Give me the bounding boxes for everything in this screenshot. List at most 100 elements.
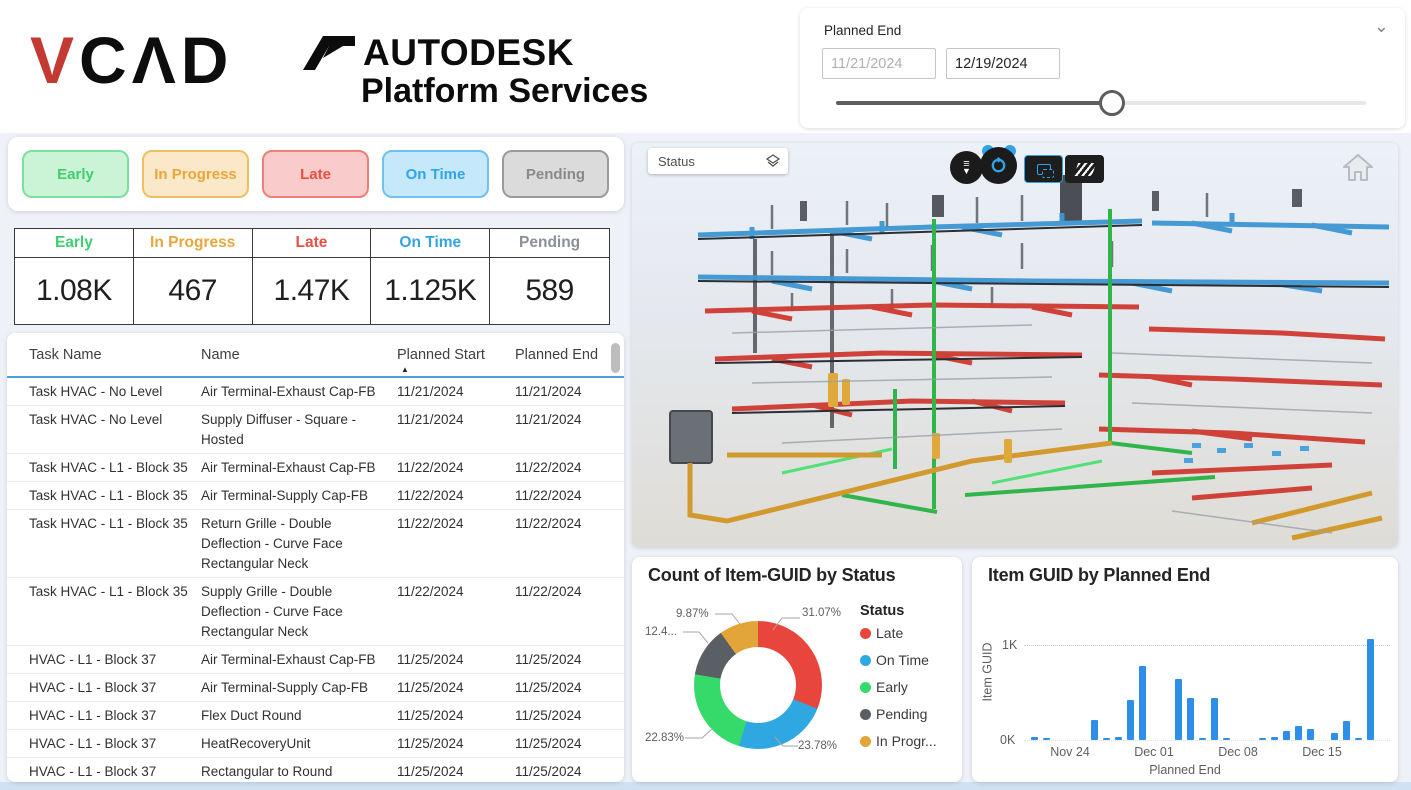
legend-item-late[interactable]: Late	[860, 625, 937, 641]
table-row[interactable]: Task HVAC - L1 - Block 35 Supply Grille -…	[7, 578, 624, 646]
status-filter-late[interactable]: Late	[262, 150, 369, 198]
cell-name: Flex Duct Round	[201, 708, 302, 723]
slider-handle[interactable]	[1098, 90, 1125, 116]
table-row[interactable]: Task HVAC - No Level Air Terminal-Exhaust…	[7, 378, 624, 406]
status-filter-in-progress[interactable]: In Progress	[142, 150, 249, 198]
cell-name: Air Terminal-Exhaust Cap-FB	[201, 460, 376, 475]
bar-nov-22[interactable]	[1042, 738, 1050, 740]
summary-value-early[interactable]: 1.08K	[15, 258, 134, 324]
sort-ascending-icon: ▲	[401, 365, 409, 374]
bar-chart-title: Item GUID by Planned End	[988, 565, 1211, 585]
cell-planned-end: 11/25/2024	[515, 652, 582, 667]
table-row[interactable]: Task HVAC - L1 - Block 35 Air Terminal-Su…	[7, 482, 624, 510]
layers-icon	[766, 154, 780, 167]
table-scrollbar[interactable]	[611, 341, 621, 775]
summary-header-pending: Pending	[490, 229, 609, 258]
bar-dec-12[interactable]	[1282, 731, 1290, 740]
bar-dec-06[interactable]	[1210, 698, 1218, 740]
bar-dec-16[interactable]	[1330, 733, 1338, 740]
bar-nov-21[interactable]	[1030, 737, 1038, 740]
bar-dec-19[interactable]	[1366, 639, 1374, 740]
legend-item-early[interactable]: Early	[860, 679, 937, 695]
table-scrollbar-thumb[interactable]	[611, 343, 620, 373]
cell-planned-end: 11/21/2024	[515, 384, 582, 399]
focus-button[interactable]	[980, 147, 1017, 184]
table-row[interactable]: HVAC - L1 - Block 37 Rectangular to Round…	[7, 758, 624, 782]
bar-dec-17[interactable]	[1342, 721, 1350, 740]
legend-label: Late	[876, 625, 904, 641]
cell-planned-start: 11/25/2024	[397, 652, 464, 667]
cell-planned-end: 11/22/2024	[515, 516, 582, 531]
bar-dec-18[interactable]	[1354, 738, 1362, 740]
column-header-planned-end[interactable]: Planned End	[515, 347, 599, 363]
bar-nov-26[interactable]	[1090, 720, 1098, 740]
table-row[interactable]: HVAC - L1 - Block 37 Flex Duct Round 11/25…	[7, 702, 624, 730]
column-header-planned-start[interactable]: Planned Start ▲	[397, 343, 515, 374]
levels-icon: ≡	[963, 158, 970, 170]
cell-name: Supply Grille - Double Deflection - Curv…	[201, 584, 343, 639]
column-header-name[interactable]: Name	[201, 347, 240, 363]
summary-header-late: Late	[252, 229, 372, 258]
table-row[interactable]: Task HVAC - L1 - Block 35 Return Grille -…	[7, 510, 624, 578]
bar-dec-05[interactable]	[1198, 738, 1206, 740]
donut-chart-card: Count of Item-GUID by Status 31.07% 23.7…	[632, 557, 962, 782]
table-row[interactable]: HVAC - L1 - Block 37 HeatRecoveryUnit 11/2…	[7, 730, 624, 758]
bar-nov-27[interactable]	[1102, 738, 1110, 740]
legend-item-on-time[interactable]: On Time	[860, 652, 937, 668]
x-axis-label: Planned End	[1149, 763, 1221, 777]
cell-planned-start: 11/22/2024	[397, 516, 464, 531]
transparency-button[interactable]	[1065, 155, 1104, 183]
cell-task-name: HVAC - L1 - Block 37	[29, 708, 157, 723]
home-view-button[interactable]	[1342, 153, 1374, 187]
legend-item-in-progress[interactable]: In Progr...	[860, 733, 937, 749]
start-date-input[interactable]	[822, 48, 936, 79]
date-range-slider[interactable]	[836, 90, 1366, 116]
chevron-down-icon[interactable]: ⌄	[1373, 16, 1389, 36]
bar-dec-14[interactable]	[1306, 729, 1314, 740]
summary-value-in-progress[interactable]: 467	[134, 258, 253, 324]
x-tick-nov-24: Nov 24	[1050, 745, 1090, 759]
legend-item-pending[interactable]: Pending	[860, 706, 937, 722]
levels-button[interactable]: ≡ ▼	[950, 151, 983, 184]
bar-dec-10[interactable]	[1258, 738, 1266, 740]
status-filter-early[interactable]: Early	[22, 150, 129, 198]
legend-label: On Time	[876, 652, 929, 668]
cell-name: Air Terminal-Supply Cap-FB	[201, 680, 369, 695]
bar-nov-28[interactable]	[1114, 737, 1122, 740]
summary-value-late[interactable]: 1.47K	[253, 258, 372, 324]
bar-nov-30[interactable]	[1138, 666, 1146, 740]
cell-planned-start: 11/21/2024	[397, 412, 464, 427]
table-row[interactable]: Task HVAC - No Level Supply Diffuser - Sq…	[7, 406, 624, 454]
cell-name: Air Terminal-Exhaust Cap-FB	[201, 384, 376, 399]
column-header-task-name[interactable]: Task Name	[29, 347, 102, 363]
bar-dec-04[interactable]	[1186, 698, 1194, 740]
summary-value-pending[interactable]: 589	[525, 274, 574, 307]
cell-task-name: Task HVAC - L1 - Block 35	[29, 516, 188, 531]
status-filter-pending[interactable]: Pending	[502, 150, 609, 198]
summary-value-on-time[interactable]: 1.125K	[371, 258, 491, 324]
status-dropdown[interactable]: Status	[648, 148, 788, 174]
ghost-hidden-button[interactable]	[1024, 155, 1063, 183]
3d-mep-model[interactable]	[632, 143, 1398, 547]
legend-label: Pending	[876, 706, 928, 722]
planned-end-slicer-card: Planned End ⌄	[800, 8, 1405, 128]
caret-down-icon: ▼	[962, 166, 971, 176]
status-filter-on-time[interactable]: On Time	[382, 150, 489, 198]
legend-label: Early	[876, 679, 908, 695]
bar-dec-07[interactable]	[1222, 738, 1230, 740]
cell-planned-end: 11/22/2024	[515, 584, 582, 599]
summary-header-early: Early	[15, 229, 134, 258]
table-row[interactable]: HVAC - L1 - Block 37 Air Terminal-Exhaust…	[7, 646, 624, 674]
status-summary-table: Early In Progress Late On Time Pending 1.08K 4…	[14, 228, 610, 325]
end-date-input[interactable]	[946, 48, 1060, 79]
table-row[interactable]: HVAC - L1 - Block 37 Air Terminal-Supply …	[7, 674, 624, 702]
bar-dec-03[interactable]	[1174, 679, 1182, 740]
donut-chart[interactable]	[694, 621, 822, 749]
table-row[interactable]: Task HVAC - L1 - Block 35 Air Terminal-Ex…	[7, 454, 624, 482]
bar-dec-13[interactable]	[1294, 726, 1302, 740]
autodesk-logo: AUTODESK Platform Services	[303, 32, 648, 111]
donut-legend: Status Late On Time Early Pending In Progr..…	[860, 603, 937, 760]
bar-dec-11[interactable]	[1270, 737, 1278, 740]
bar-nov-29[interactable]	[1126, 700, 1134, 740]
cell-task-name: Task HVAC - No Level	[29, 384, 163, 399]
